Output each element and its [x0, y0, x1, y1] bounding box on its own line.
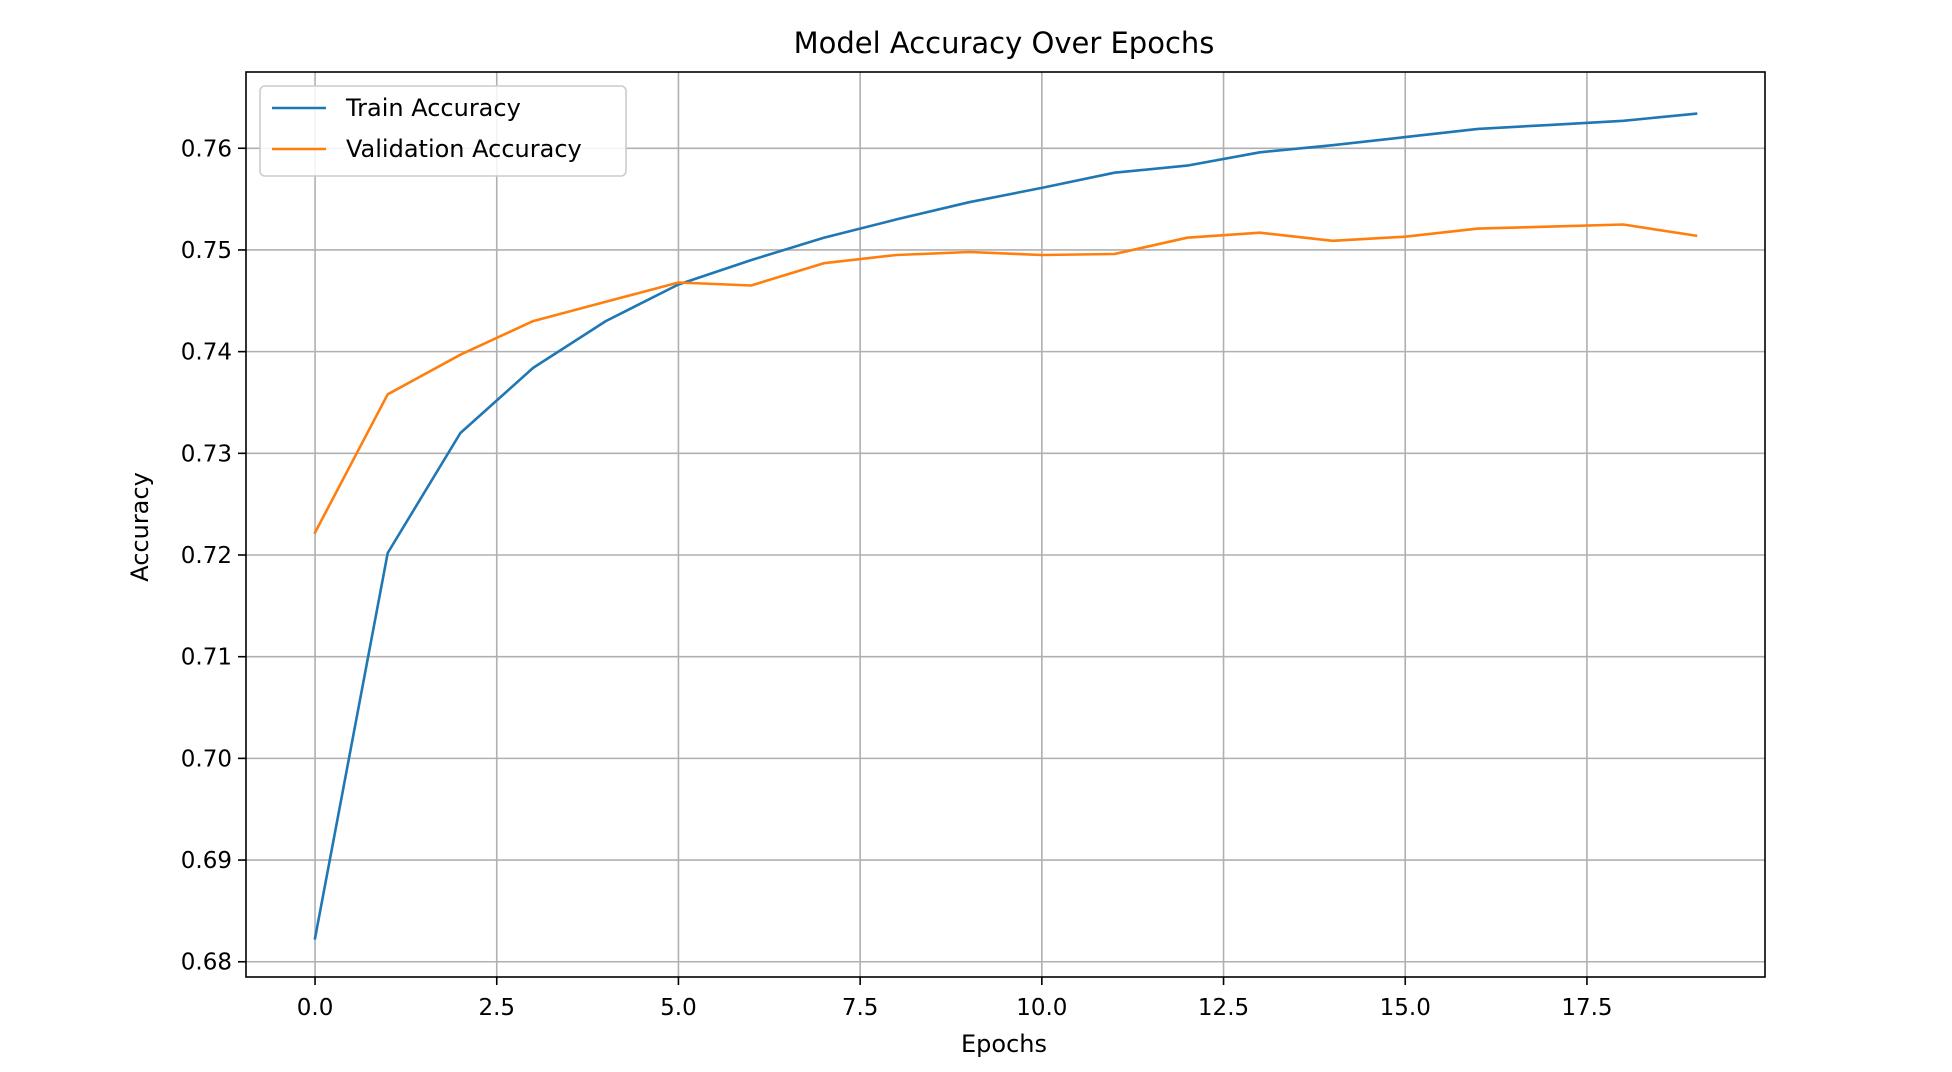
- legend-label: Train Accuracy: [345, 94, 521, 122]
- y-tick-label: 0.69: [181, 848, 232, 874]
- series-lines: [313, 112, 1698, 940]
- y-axis-ticks: 0.68 0.69 0.70 0.71 0.72 0.73 0.74 0.75 0.76: [181, 136, 246, 976]
- x-axis-label: Epochs: [961, 1030, 1047, 1058]
- y-gridlines: [246, 147, 1765, 963]
- chart-title: Model Accuracy Over Epochs: [794, 26, 1215, 60]
- y-tick-label: 0.68: [181, 950, 232, 976]
- y-tick-label: 0.72: [181, 543, 232, 569]
- series-line-validation: [313, 223, 1698, 535]
- y-axis-label: Accuracy: [126, 472, 154, 582]
- x-tick-label: 7.5: [842, 995, 879, 1021]
- y-tick-label: 0.75: [181, 238, 232, 264]
- y-tick-label: 0.73: [181, 441, 232, 467]
- x-tick-label: 15.0: [1380, 995, 1431, 1021]
- x-tick-label: 5.0: [660, 995, 697, 1021]
- x-gridlines: [314, 72, 1588, 977]
- y-tick-label: 0.70: [181, 746, 232, 772]
- x-tick-label: 0.0: [297, 995, 334, 1021]
- legend-box: [259, 85, 627, 177]
- series-line-train: [313, 112, 1698, 940]
- x-tick-label: 2.5: [478, 995, 515, 1021]
- y-tick-label: 0.76: [181, 136, 232, 162]
- legend: Train Accuracy Validation Accuracy: [259, 85, 627, 177]
- y-tick-label: 0.74: [181, 340, 232, 366]
- y-tick-label: 0.71: [181, 645, 232, 671]
- plot-frame: [245, 71, 1766, 978]
- x-tick-label: 17.5: [1561, 995, 1612, 1021]
- x-tick-label: 10.0: [1016, 995, 1067, 1021]
- x-axis-ticks: 0.0 2.5 5.0 7.5 10.0 12.5 15.0 17.5: [297, 977, 1613, 1021]
- legend-label: Validation Accuracy: [346, 135, 582, 163]
- x-tick-label: 12.5: [1198, 995, 1249, 1021]
